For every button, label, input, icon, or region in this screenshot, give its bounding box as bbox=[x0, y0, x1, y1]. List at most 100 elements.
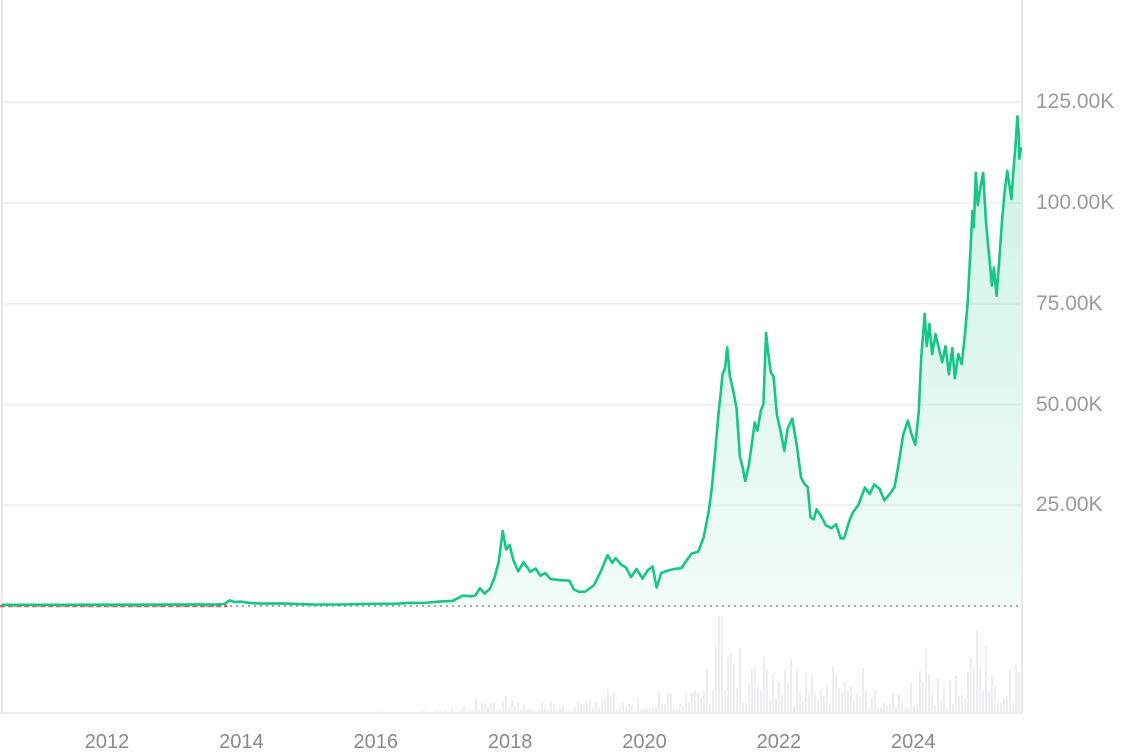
volume-bar bbox=[868, 708, 870, 713]
volume-bar bbox=[709, 704, 711, 713]
volume-bar bbox=[826, 686, 828, 713]
volume-bar bbox=[961, 693, 963, 713]
price-line bbox=[1, 115, 1023, 607]
volume-bar bbox=[397, 711, 399, 713]
volume-bar bbox=[469, 710, 471, 713]
volume-bar bbox=[634, 710, 636, 713]
volume-bar bbox=[478, 709, 480, 713]
volume-bar bbox=[613, 691, 615, 713]
volume-bar bbox=[817, 699, 819, 713]
volume-bar bbox=[907, 707, 909, 713]
volume-bar bbox=[775, 698, 777, 713]
volume-bar bbox=[856, 693, 858, 713]
volume-bar bbox=[940, 700, 942, 713]
volume-bar bbox=[649, 708, 651, 713]
volume-bar bbox=[787, 683, 789, 713]
volume-bar bbox=[562, 706, 564, 713]
volume-bar bbox=[784, 669, 786, 713]
volume-bar bbox=[598, 708, 600, 713]
volume-bar bbox=[625, 706, 627, 713]
volume-bar bbox=[499, 709, 501, 713]
volume-bar bbox=[886, 705, 888, 713]
volume-bar bbox=[844, 681, 846, 713]
volume-bar bbox=[799, 692, 801, 713]
volume-bar bbox=[1000, 703, 1002, 713]
volume-bar bbox=[631, 705, 633, 713]
volume-bar bbox=[949, 679, 951, 713]
volume-bar bbox=[820, 690, 822, 713]
volume-bar bbox=[805, 672, 807, 713]
volume-bar bbox=[466, 711, 468, 713]
volume-bar bbox=[532, 711, 534, 713]
volume-bar bbox=[688, 703, 690, 713]
volume-bar bbox=[448, 712, 450, 713]
volume-bar bbox=[502, 701, 504, 713]
volume-bar bbox=[985, 646, 987, 713]
volume-bar bbox=[712, 690, 714, 713]
x-axis-tick-label: 2012 bbox=[84, 731, 130, 753]
volume-bar bbox=[793, 705, 795, 713]
volume-bar bbox=[1009, 669, 1011, 713]
y-axis-tick-label: 50.00K bbox=[1036, 392, 1103, 416]
volume-bar bbox=[835, 676, 837, 713]
volume-bar bbox=[967, 671, 969, 713]
x-axis-tick-label: 2016 bbox=[353, 731, 399, 753]
volume-bar bbox=[445, 710, 447, 713]
volume-bar bbox=[1015, 665, 1017, 713]
volume-bar bbox=[736, 688, 738, 713]
volume-bar bbox=[952, 703, 954, 713]
volume-bar bbox=[604, 699, 606, 713]
volume-bar bbox=[859, 696, 861, 713]
y-axis-tick-label: 25.00K bbox=[1036, 493, 1103, 517]
x-axis-tick-label: 2020 bbox=[622, 731, 667, 753]
volume-bar bbox=[640, 710, 642, 713]
volume-bar bbox=[589, 698, 591, 713]
volume-bar bbox=[778, 680, 780, 713]
volume-bar bbox=[865, 689, 867, 713]
volume-bar bbox=[700, 697, 702, 713]
volume-bar bbox=[715, 646, 717, 713]
volume-bar bbox=[535, 710, 537, 713]
volume-bar bbox=[601, 701, 603, 713]
volume-bar bbox=[697, 691, 699, 713]
volume-bar bbox=[997, 703, 999, 713]
volume-bar bbox=[409, 711, 411, 713]
volume-bar bbox=[982, 691, 984, 713]
volume-bar bbox=[619, 705, 621, 713]
volume-bar bbox=[901, 701, 903, 713]
volume-bar bbox=[607, 689, 609, 713]
volume-bars bbox=[364, 616, 1020, 713]
volume-bar bbox=[571, 711, 573, 713]
volume-bar bbox=[871, 697, 873, 713]
y-axis-tick-label: 125.00K bbox=[1036, 90, 1115, 114]
volume-bar bbox=[577, 701, 579, 713]
volume-bar bbox=[682, 706, 684, 713]
volume-bar bbox=[364, 712, 366, 713]
chart-plot-area[interactable] bbox=[2, 0, 1022, 713]
volume-bar bbox=[655, 707, 657, 713]
volume-bar bbox=[442, 712, 444, 713]
volume-bar bbox=[673, 709, 675, 713]
volume-bar bbox=[754, 667, 756, 713]
volume-bar bbox=[937, 678, 939, 713]
volume-bar bbox=[877, 707, 879, 713]
volume-bar bbox=[637, 698, 639, 713]
volume-bar bbox=[862, 667, 864, 713]
volume-bar bbox=[922, 682, 924, 713]
volume-bar bbox=[994, 686, 996, 713]
volume-bar bbox=[436, 710, 438, 713]
volume-bar bbox=[814, 692, 816, 713]
volume-bar bbox=[895, 707, 897, 713]
volume-bar bbox=[505, 695, 507, 713]
price-area-fill bbox=[2, 116, 1021, 606]
volume-bar bbox=[931, 694, 933, 713]
volume-bar bbox=[742, 702, 744, 713]
volume-bar bbox=[565, 711, 567, 713]
volume-bar bbox=[970, 656, 972, 713]
volume-bar bbox=[898, 694, 900, 713]
volume-bar bbox=[988, 691, 990, 713]
volume-bar bbox=[847, 690, 849, 713]
volume-bar bbox=[568, 710, 570, 713]
volume-bar bbox=[790, 659, 792, 713]
